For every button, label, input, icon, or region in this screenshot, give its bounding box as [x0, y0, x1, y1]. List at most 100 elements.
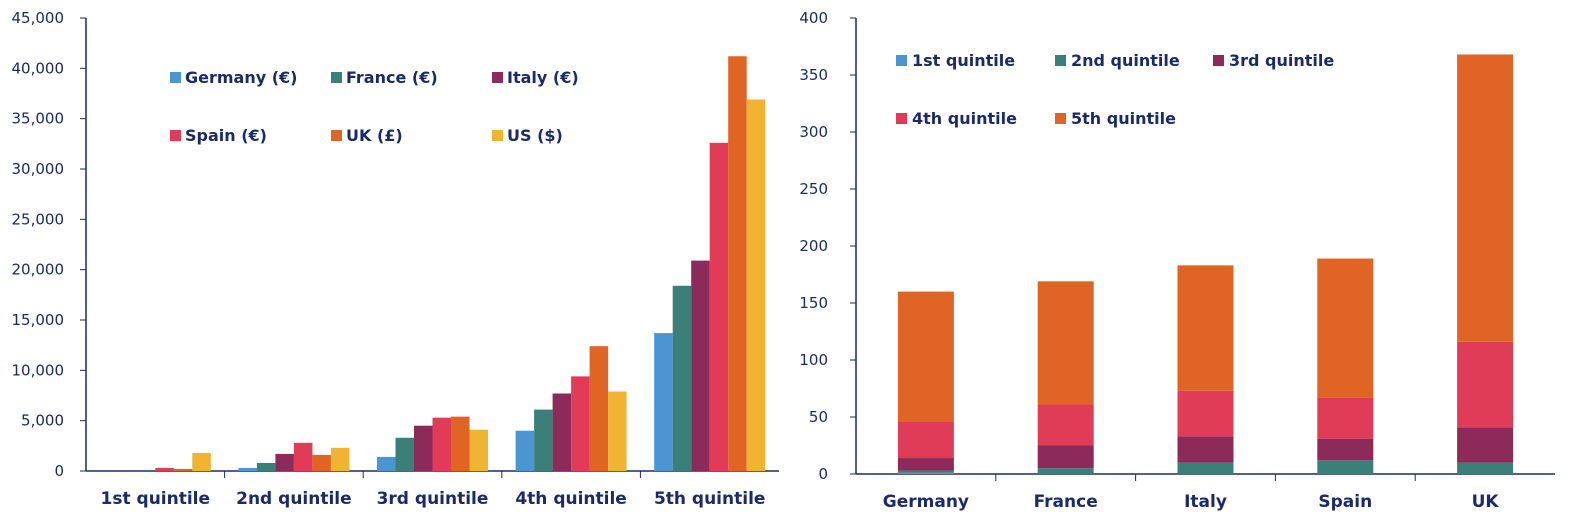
left-chart-bar-us-1st-quintile: [192, 452, 211, 471]
left-chart-x-tick-label: 3rd quintile: [377, 489, 489, 509]
right-chart-x-tick-label: Italy: [1184, 492, 1227, 512]
right-chart-segment-4th-quintile-france: [1037, 404, 1094, 446]
right-chart-segment-5th-quintile-germany: [897, 291, 954, 422]
left-chart-x-tick-label: 5th quintile: [654, 489, 766, 509]
left-chart-x-tick-label: 4th quintile: [515, 489, 627, 509]
left-chart-y-tick-label: 45,000: [12, 9, 65, 27]
right-chart-y-tick-label: 0: [818, 465, 828, 483]
left-legend-swatch-germany: [170, 72, 181, 83]
left-chart-bar-france-5th-quintile: [672, 285, 692, 471]
right-chart-x-tick-label: Germany: [883, 492, 969, 512]
left-legend-label-spain: Spain (€): [185, 126, 267, 145]
left-legend-swatch-uk: [331, 130, 342, 141]
left-chart-bar-spain-3rd-quintile: [432, 417, 451, 471]
left-chart-y-tick-label: 5,000: [21, 412, 64, 430]
right-chart-x-tick-label: UK: [1472, 492, 1500, 512]
right-chart-x-tick-label: France: [1034, 492, 1098, 512]
left-legend-swatch-us: [492, 130, 503, 141]
left-chart-y-tick-label: 35,000: [12, 110, 65, 128]
right-chart-segment-3rd-quintile-germany: [897, 458, 954, 471]
left-chart-bar-spain-5th-quintile: [709, 142, 729, 471]
right-chart-x-tick-label: Spain: [1318, 492, 1372, 512]
left-chart-y-tick-label: 15,000: [12, 311, 65, 329]
left-legend-label-us: US ($): [507, 126, 563, 145]
right-legend-label-4th-quintile: 4th quintile: [912, 109, 1017, 128]
left-chart-bar-italy-5th-quintile: [691, 260, 710, 471]
right-legend-swatch-3rd-quintile: [1213, 55, 1224, 66]
right-chart-segment-3rd-quintile-uk: [1457, 427, 1514, 463]
left-legend-swatch-france: [331, 72, 342, 83]
right-chart-segment-3rd-quintile-spain: [1317, 438, 1374, 461]
left-chart-bar-uk-5th-quintile: [728, 56, 747, 472]
left-legend-swatch-italy: [492, 72, 503, 83]
right-chart-segment-4th-quintile-uk: [1457, 341, 1514, 428]
right-chart-y-tick-label: 300: [799, 123, 828, 141]
left-chart-bar-italy-4th-quintile: [552, 393, 572, 471]
right-chart-segment-2nd-quintile-germany: [897, 470, 954, 473]
right-legend-swatch-4th-quintile: [896, 113, 907, 124]
left-chart-bar-us-3rd-quintile: [469, 429, 488, 471]
right-chart-segment-5th-quintile-italy: [1177, 265, 1234, 391]
right-chart-segment-4th-quintile-germany: [897, 421, 954, 459]
left-chart-bar-uk-3rd-quintile: [451, 416, 470, 471]
right-chart-y-tick-label: 100: [799, 351, 828, 369]
left-chart-bar-france-3rd-quintile: [395, 437, 414, 471]
left-chart-bar-spain-1st-quintile: [155, 467, 174, 471]
right-chart-segment-4th-quintile-italy: [1177, 390, 1234, 437]
right-chart-y-tick-label: 50: [809, 408, 828, 426]
left-legend-label-italy: Italy (€): [507, 68, 579, 87]
right-legend-swatch-1st-quintile: [896, 55, 907, 66]
left-chart-x-tick-label: 2nd quintile: [236, 489, 352, 509]
left-chart-bar-france-2nd-quintile: [256, 462, 276, 471]
right-chart-y-tick-label: 150: [799, 294, 828, 312]
left-legend-swatch-spain: [170, 130, 181, 141]
left-chart-bar-germany-2nd-quintile: [238, 467, 257, 471]
left-chart-bar-uk-4th-quintile: [589, 346, 609, 471]
right-chart-segment-5th-quintile-france: [1037, 281, 1094, 405]
left-chart-bar-spain-4th-quintile: [571, 376, 590, 471]
right-chart-segment-3rd-quintile-france: [1037, 445, 1094, 469]
right-chart-y-tick-label: 400: [799, 9, 828, 27]
right-legend-label-5th-quintile: 5th quintile: [1071, 109, 1176, 128]
left-chart-bar-france-4th-quintile: [534, 409, 553, 471]
left-chart-bar-us-2nd-quintile: [330, 447, 350, 471]
left-chart-bar-uk-1st-quintile: [173, 468, 193, 471]
left-legend-label-france: France (€): [346, 68, 438, 87]
right-legend-label-3rd-quintile: 3rd quintile: [1229, 51, 1334, 70]
right-legend-swatch-5th-quintile: [1055, 113, 1066, 124]
left-chart-bar-uk-2nd-quintile: [312, 454, 331, 471]
left-chart-bar-germany-3rd-quintile: [377, 456, 396, 471]
right-chart-y-tick-label: 200: [799, 237, 828, 255]
right-chart-segment-5th-quintile-spain: [1317, 258, 1374, 398]
right-legend-label-2nd-quintile: 2nd quintile: [1071, 51, 1180, 70]
right-chart-y-tick-label: 250: [799, 180, 828, 198]
left-chart-bar-italy-2nd-quintile: [275, 453, 294, 471]
right-chart-y-tick-label: 350: [799, 66, 828, 84]
right-chart-segment-2nd-quintile-france: [1037, 468, 1094, 474]
left-chart-x-tick-label: 1st quintile: [101, 489, 211, 509]
left-chart-bar-germany-4th-quintile: [515, 430, 535, 471]
right-chart-segment-2nd-quintile-italy: [1177, 462, 1234, 474]
left-chart-bar-us-4th-quintile: [608, 391, 627, 471]
left-legend-label-uk: UK (£): [346, 126, 403, 145]
right-chart-segment-2nd-quintile-spain: [1317, 460, 1374, 474]
right-legend-label-1st-quintile: 1st quintile: [912, 51, 1015, 70]
right-chart-segment-2nd-quintile-uk: [1457, 462, 1514, 474]
right-chart-segment-1st-quintile-germany: [897, 472, 954, 474]
right-legend-swatch-2nd-quintile: [1055, 55, 1066, 66]
left-chart-bar-spain-2nd-quintile: [293, 442, 313, 471]
left-legend-label-germany: Germany (€): [185, 68, 298, 87]
left-chart-y-tick-label: 25,000: [12, 210, 65, 228]
left-chart-bar-us-5th-quintile: [746, 99, 766, 471]
left-chart-bar-italy-3rd-quintile: [414, 425, 433, 471]
left-chart-y-tick-label: 0: [54, 462, 64, 480]
right-chart-segment-4th-quintile-spain: [1317, 397, 1374, 439]
left-chart-y-tick-label: 30,000: [12, 160, 65, 178]
right-chart-segment-3rd-quintile-italy: [1177, 436, 1234, 463]
left-chart-bar-germany-5th-quintile: [654, 333, 673, 471]
left-chart-y-tick-label: 40,000: [12, 59, 65, 77]
left-chart-y-tick-label: 20,000: [12, 261, 65, 279]
right-chart-segment-5th-quintile-uk: [1457, 54, 1514, 342]
